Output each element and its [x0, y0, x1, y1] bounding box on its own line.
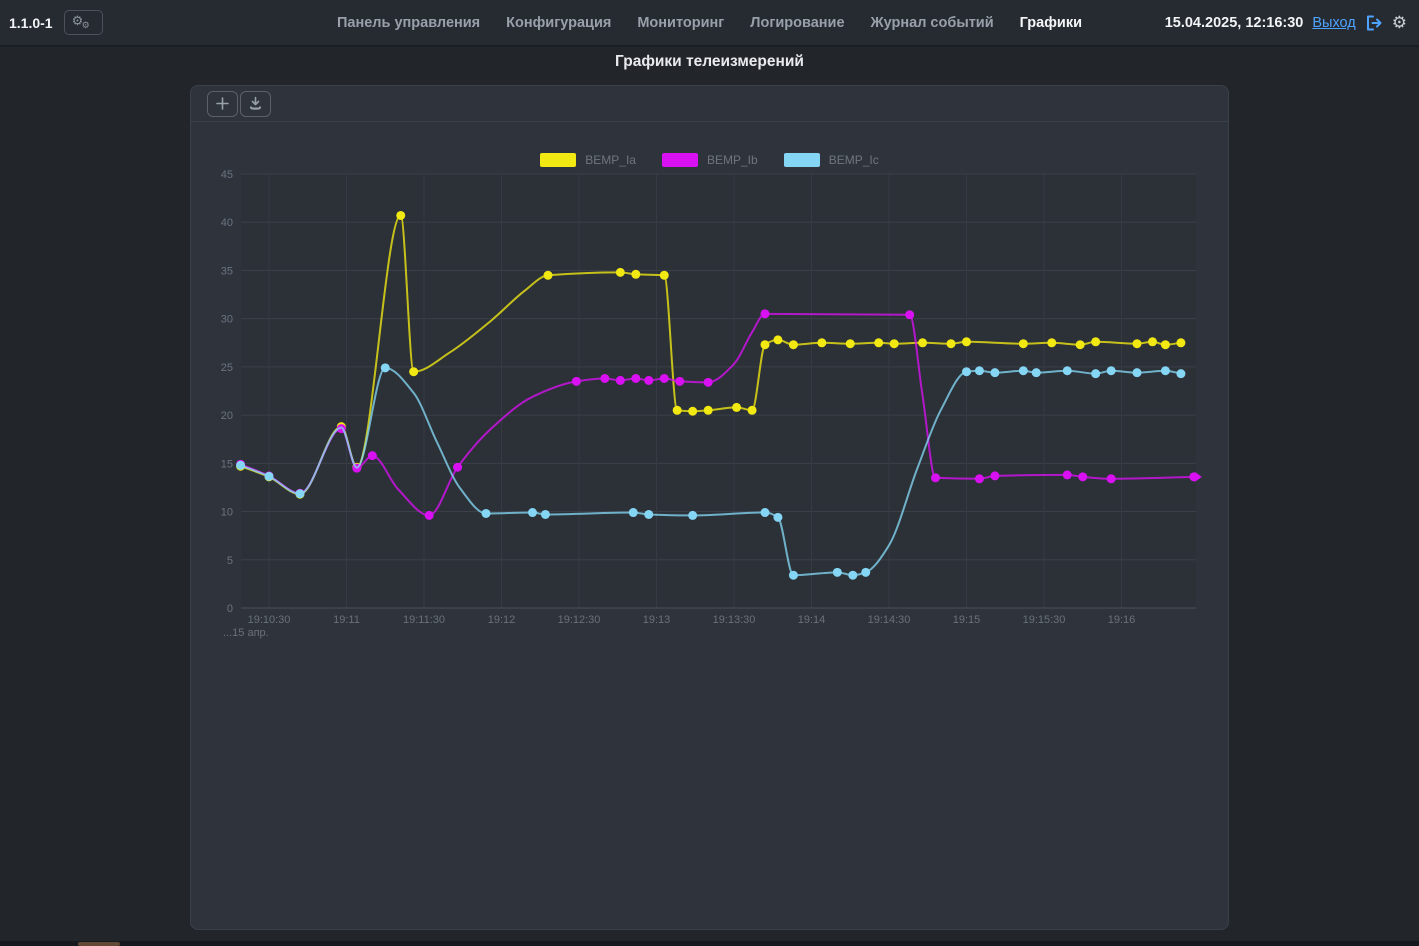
- svg-text:19:11: 19:11: [333, 614, 360, 626]
- gear-icon: ⚙: [71, 13, 84, 28]
- bottom-window-edge: [0, 941, 1419, 946]
- sign-out-icon[interactable]: [1365, 15, 1383, 31]
- chart-legend: BEMP_Ia BEMP_Ib BEMP_Ic: [191, 153, 1228, 167]
- nav-item-logging[interactable]: Логирование: [750, 14, 845, 31]
- svg-text:5: 5: [227, 555, 233, 567]
- svg-text:19:12: 19:12: [488, 614, 516, 626]
- svg-text:19:16: 19:16: [1108, 614, 1136, 626]
- svg-text:19:13: 19:13: [643, 614, 671, 626]
- legend-label: BEMP_Ia: [585, 153, 636, 167]
- svg-text:19:10:30: 19:10:30: [248, 614, 291, 626]
- main-nav: Панель управления Конфигурация Мониторин…: [337, 0, 1082, 45]
- page-title: Графики телеизмерений: [615, 53, 804, 70]
- legend-item-bemp-ic[interactable]: BEMP_Ic: [783, 153, 879, 167]
- svg-text:19:15:30: 19:15:30: [1023, 614, 1066, 626]
- nav-item-configuration[interactable]: Конфигурация: [506, 14, 612, 31]
- taskbar-peek: [78, 942, 120, 946]
- settings-gears-button[interactable]: ⚙ ⚙: [63, 10, 103, 35]
- logout-link[interactable]: Выход: [1312, 14, 1356, 31]
- gear-small-icon: ⚙: [81, 20, 90, 30]
- svg-text:19:15: 19:15: [953, 614, 981, 626]
- legend-item-bemp-ia[interactable]: BEMP_Ia: [540, 153, 636, 167]
- app-version: 1.1.0-1: [9, 14, 53, 31]
- svg-text:25: 25: [221, 362, 233, 374]
- svg-text:19:11:30: 19:11:30: [403, 614, 445, 626]
- svg-text:19:14: 19:14: [798, 614, 826, 626]
- nav-item-event-journal[interactable]: Журнал событий: [870, 14, 994, 31]
- legend-swatch-bemp-ic: [783, 153, 820, 167]
- plus-icon: [216, 97, 229, 110]
- gear-icon[interactable]: ⚙: [1391, 13, 1407, 32]
- svg-text:30: 30: [221, 314, 233, 326]
- legend-swatch-bemp-ia: [540, 153, 577, 167]
- nav-item-control-panel[interactable]: Панель управления: [336, 14, 481, 31]
- datetime-label: 15.04.2025, 12:16:30: [1164, 14, 1304, 31]
- svg-text:...15 апр.: ...15 апр.: [223, 627, 269, 639]
- legend-item-bemp-ib[interactable]: BEMP_Ib: [661, 153, 758, 167]
- svg-text:19:12:30: 19:12:30: [558, 614, 601, 626]
- nav-item-monitoring[interactable]: Мониторинг: [637, 14, 725, 31]
- nav-item-charts[interactable]: Графики: [1019, 14, 1083, 31]
- topbar-left: 1.1.0-1 ⚙ ⚙: [9, 0, 103, 45]
- export-download-button[interactable]: [240, 90, 271, 117]
- legend-label: BEMP_Ib: [706, 153, 758, 167]
- svg-text:40: 40: [221, 217, 233, 229]
- svg-text:15: 15: [221, 458, 233, 470]
- zoom-plus-button[interactable]: [207, 90, 238, 117]
- topbar: 1.1.0-1 ⚙ ⚙ Панель управления Конфигурац…: [0, 0, 1419, 47]
- chart-panel: BEMP_Ia BEMP_Ib BEMP_Ic 0 5 10 15 20 25 30 35 40…: [190, 85, 1229, 930]
- svg-text:19:14:30: 19:14:30: [868, 614, 911, 626]
- chart-toolbar: [191, 86, 1228, 122]
- download-icon: [249, 96, 262, 110]
- topbar-right: 15.04.2025, 12:16:30 Выход ⚙: [1165, 0, 1407, 45]
- legend-swatch-bemp-ib: [661, 153, 698, 167]
- svg-text:0: 0: [227, 603, 233, 615]
- svg-text:45: 45: [221, 169, 233, 181]
- svg-text:10: 10: [221, 507, 233, 519]
- svg-text:35: 35: [221, 265, 233, 277]
- svg-text:19:13:30: 19:13:30: [713, 614, 756, 626]
- legend-label: BEMP_Ic: [828, 153, 879, 167]
- chart-area: BEMP_Ia BEMP_Ib BEMP_Ic 0 5 10 15 20 25 30 35 40…: [191, 131, 1228, 701]
- telemetry-line-chart[interactable]: 0 5 10 15 20 25 30 35 40 45 19:10:30 19:11 19:11:30 1…: [191, 131, 1228, 676]
- svg-text:20: 20: [221, 410, 233, 422]
